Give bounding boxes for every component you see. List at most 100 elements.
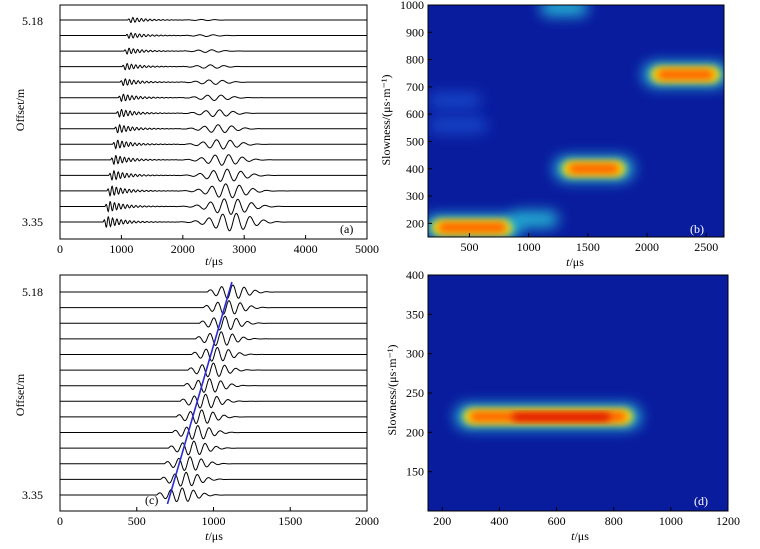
panel-d-xtick-label: 600 [548, 514, 566, 528]
panel-b-xtick-label: 2500 [694, 240, 718, 254]
panel-d: 200 400 600 800 1000 1200 150 200 250 300 350 400 S… [385, 268, 740, 543]
panel-c-xtick-label: 500 [128, 514, 146, 528]
panel-b-ylabel: Slowness/(μs·m⁻¹) [379, 74, 393, 165]
panel-b-ytick-label: 900 [406, 25, 424, 39]
panel-c-trace [60, 487, 367, 503]
panel-a-x-ticks: 0 1000 2000 3000 4000 5000 [57, 235, 379, 256]
panel-a-trace [60, 183, 367, 199]
panel-a-trace [60, 154, 367, 166]
panel-c-xtick-label: 2000 [355, 514, 379, 528]
heatmap-blob [540, 5, 588, 16]
panel-a-trace [60, 139, 367, 150]
panel-c-xlabel: t/μs [205, 529, 223, 543]
heatmap-blob-core [657, 69, 714, 80]
heatmap-blob-core [568, 163, 620, 174]
panel-d-ylabel: Slowness/(μs·m⁻¹) [385, 344, 399, 435]
panel-a-xtick-label: 4000 [294, 242, 318, 256]
panel-d-background [428, 275, 728, 511]
panel-d-heatmap [455, 404, 641, 429]
panel-b-label: (b) [690, 222, 704, 236]
panel-b-xtick-label: 2000 [635, 240, 659, 254]
panel-a-xtick-label: 3000 [232, 242, 256, 256]
panel-c-trace [60, 409, 367, 425]
heatmap-blob-core [438, 222, 507, 233]
panel-b-ytick-label: 700 [406, 80, 424, 94]
panel-b-ytick-label: 300 [406, 189, 424, 203]
panel-c: 0 500 1000 1500 2000 5.18 3.35 Offset/m (c) … [13, 274, 379, 543]
panel-c-xtick-label: 0 [57, 514, 63, 528]
panel-a: 0 1000 2000 3000 4000 5000 5.18 3.35 Offset/m… [13, 4, 379, 268]
panel-a-ytick-bottom: 3.35 [22, 215, 43, 229]
panel-c-trace [60, 378, 367, 393]
panel-a-trace [60, 77, 367, 87]
panel-b: 500 1000 1500 2000 2500 200 300 400 500 600 700 800… [379, 0, 725, 269]
panel-d-ytick-label: 250 [406, 386, 424, 400]
panel-a-trace [60, 32, 367, 39]
panel-c-trace [60, 331, 367, 347]
panel-a-frame [59, 4, 368, 240]
panel-c-trace [60, 315, 367, 331]
panel-b-ytick-label: 1000 [400, 0, 424, 12]
panel-a-label: (a) [340, 222, 353, 236]
panel-a-trace [60, 123, 367, 134]
panel-c-fit-line [166, 281, 233, 505]
panel-d-label: (d) [694, 494, 708, 508]
panel-c-ytick-bottom: 3.35 [22, 488, 43, 502]
panel-c-trace [60, 346, 367, 362]
panel-a-trace [60, 16, 367, 23]
panel-c-label: (c) [145, 493, 158, 507]
panel-c-traces [60, 284, 367, 503]
panel-b-xtick-label: 1000 [517, 240, 541, 254]
panel-d-xtick-label: 200 [433, 514, 451, 528]
panel-a-xlabel: t/μs [205, 254, 223, 268]
panel-b-xlabel: t/μs [566, 255, 584, 269]
panel-c-trace [60, 440, 367, 456]
panel-b-frame [427, 4, 725, 238]
panel-b-xtick-label: 500 [460, 240, 478, 254]
panel-c-xtick-label: 1500 [278, 514, 302, 528]
panel-d-xtick-label: 1000 [659, 514, 683, 528]
panel-a-xtick-label: 1000 [109, 242, 133, 256]
panel-a-xtick-label: 0 [57, 242, 63, 256]
panel-c-xtick-label: 1000 [202, 514, 226, 528]
panel-a-xtick-label: 2000 [171, 242, 195, 256]
panel-d-ytick-label: 400 [406, 268, 424, 282]
panel-c-trace [60, 456, 367, 471]
panel-a-trace [60, 62, 367, 71]
panel-d-ticks: 200 400 600 800 1000 1200 150 200 250 300 350 400 [406, 268, 740, 528]
heatmap-blob [428, 117, 488, 134]
panel-a-traces [60, 16, 367, 232]
panel-d-xlabel: t/μs [571, 529, 589, 543]
panel-c-trace [60, 300, 367, 315]
heatmap-blob [510, 211, 559, 228]
panel-a-xtick-label: 5000 [355, 242, 379, 256]
panel-b-heatmap [428, 5, 724, 237]
panel-a-trace [60, 47, 367, 55]
panel-c-trace [60, 284, 367, 300]
panel-a-trace [60, 198, 367, 215]
panel-d-xtick-label: 400 [490, 514, 508, 528]
panel-a-trace [60, 93, 367, 103]
panel-c-ytick-top: 5.18 [22, 285, 43, 299]
panel-b-ytick-label: 400 [406, 162, 424, 176]
panel-c-ylabel: Offset/m [13, 373, 27, 416]
heatmap-blob [428, 92, 482, 109]
panel-b-ytick-label: 500 [406, 134, 424, 148]
panel-a-ylabel: Offset/m [13, 88, 27, 131]
panel-c-trace [60, 362, 367, 378]
panel-d-ytick-label: 150 [406, 465, 424, 479]
heatmap-blob-peak [512, 413, 610, 421]
panel-c-x-ticks: 0 500 1000 1500 2000 [57, 507, 379, 528]
panel-b-ytick-label: 600 [406, 107, 424, 121]
panel-a-trace [60, 108, 367, 118]
panel-c-trace [60, 393, 367, 409]
panel-c-trace [60, 471, 367, 487]
panel-b-ticks: 500 1000 1500 2000 2500 200 300 400 500 600 700 800… [400, 0, 718, 254]
panel-d-ytick-label: 350 [406, 307, 424, 321]
panel-d-ytick-label: 200 [406, 425, 424, 439]
panel-d-xtick-label: 1200 [716, 514, 740, 528]
panel-b-ytick-label: 800 [406, 53, 424, 67]
panel-d-xtick-label: 800 [605, 514, 623, 528]
panel-d-ytick-label: 300 [406, 347, 424, 361]
